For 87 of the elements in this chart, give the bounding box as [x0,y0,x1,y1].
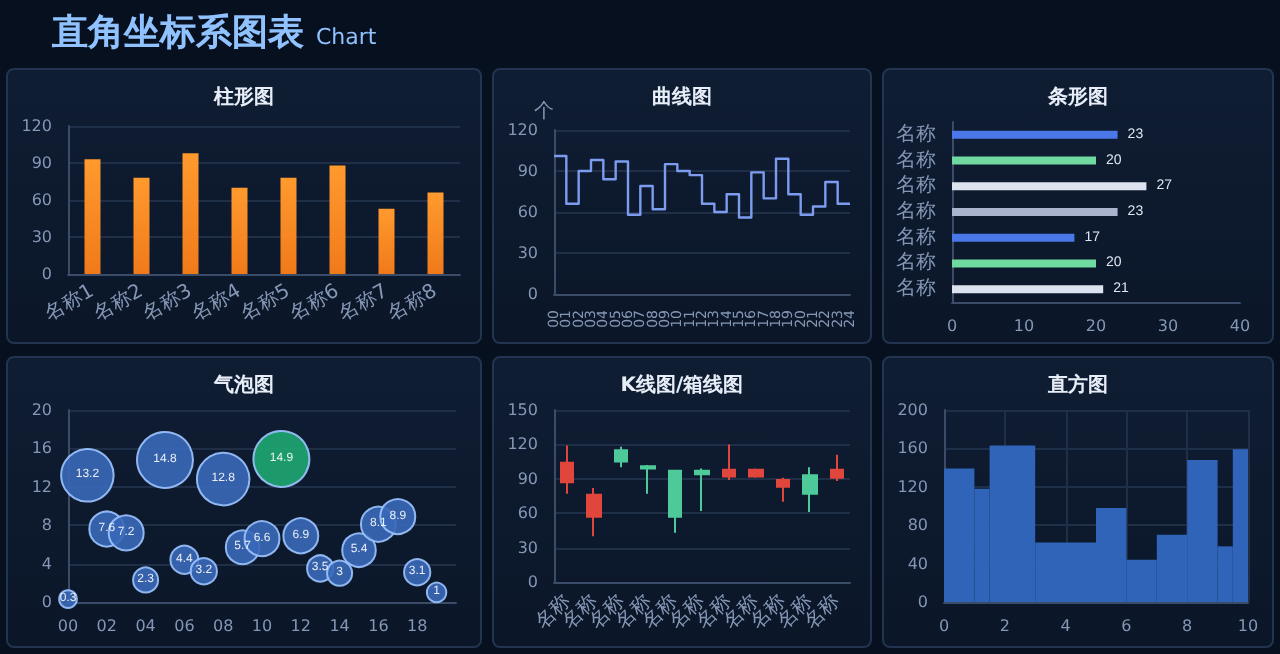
y-tick-label: 150 [507,401,538,419]
y-tick-label: 90 [517,469,538,488]
x-tick-label: 04 [135,617,156,635]
y-tick-label: 30 [517,538,538,557]
chart-title: 柱形图 [212,85,274,109]
text: Chart [316,24,377,50]
y-tick-label: 160 [897,439,928,458]
chart-title: 直方图 [1046,373,1108,397]
candlestick [668,468,682,534]
bar [952,285,1104,294]
y-tick-label: 20 [31,401,52,419]
x-tick-label: 10 [1237,617,1259,635]
candlestick [614,445,628,469]
bar [952,130,1118,139]
y-tick-label: 120 [507,435,538,454]
y-tick-label: 120 [21,117,52,135]
chart-title: 条形图 [1046,85,1108,109]
chart-title: K线图/箱线图 [620,373,744,397]
y-tick-label: 名称 [896,173,936,198]
y-tick-label: 12 [31,477,52,496]
x-tick-label: 06 [174,617,195,635]
y-tick-label: 8 [41,516,52,535]
chart-title: 曲线图 [652,85,712,109]
candlestick [748,467,764,479]
y-tick-label: 30 [517,244,538,262]
y-tick-label: 30 [31,228,52,246]
y-tick-label: 60 [31,191,52,209]
y-tick-label: 0 [527,573,538,591]
candlestick [640,464,656,495]
y-tick-label: 名称 [896,224,936,249]
y-tick-label: 90 [31,154,52,172]
x-tick-label: 12 [290,617,311,635]
x-tick-label: 20 [1085,317,1107,335]
x-tick-label: 10 [1013,317,1035,335]
bar [952,233,1075,242]
y-tick-label: 60 [517,504,538,523]
bar [182,153,199,274]
x-tick-label: 2 [999,617,1010,635]
x-tick-label: 6 [1121,617,1132,635]
x-tick-label: 16 [368,617,389,635]
text: 直角坐标系图表 [52,12,304,54]
bar [280,177,297,274]
x-tick-label: 14 [329,617,350,635]
y-tick-label: 名称 [896,199,936,223]
candlestick [560,444,574,495]
bar [427,192,444,274]
x-tick-label: 08 [213,617,234,635]
bar [952,156,1096,165]
x-tick-label: 10 [251,617,273,635]
bar [231,187,248,274]
x-tick-label: 02 [96,617,117,635]
candlestick [722,443,736,481]
x-tick-label: 8 [1182,617,1193,635]
y-tick-label: 0 [41,265,52,283]
y-axis-title: 个 [534,99,554,123]
chart-title: 气泡图 [212,373,274,397]
y-tick-label: 60 [517,203,538,221]
candlestick [586,486,602,538]
x-tick-label: 30 [1157,317,1179,335]
y-tick-label: 16 [31,439,52,458]
candlestick [776,476,790,503]
bar [952,208,1118,216]
x-tick-label: 40 [1229,317,1251,335]
bar [329,165,346,274]
candlestick [802,466,818,514]
bar [84,159,101,274]
y-tick-label: 名称 [896,121,936,146]
x-tick-label: 0 [946,317,958,335]
y-tick-label: 名称 [896,147,936,172]
candlestick [694,467,710,512]
x-tick-label: 18 [407,617,428,635]
y-tick-label: 120 [897,477,928,496]
y-tick-label: 200 [897,401,928,419]
x-tick-label: 4 [1060,617,1071,635]
y-tick-label: 120 [507,121,538,139]
bar [133,177,150,274]
bar [378,208,395,274]
x-tick-label: 00 [57,617,79,635]
candlestick [830,453,844,483]
bar [952,259,1096,268]
y-tick-label: 名称 [896,250,936,275]
x-tick-label: 0 [938,617,950,635]
y-tick-label: 40 [907,554,928,573]
y-tick-label: 90 [517,162,538,180]
y-tick-label: 4 [41,554,52,573]
y-tick-label: 80 [907,516,928,535]
bar [952,182,1147,191]
